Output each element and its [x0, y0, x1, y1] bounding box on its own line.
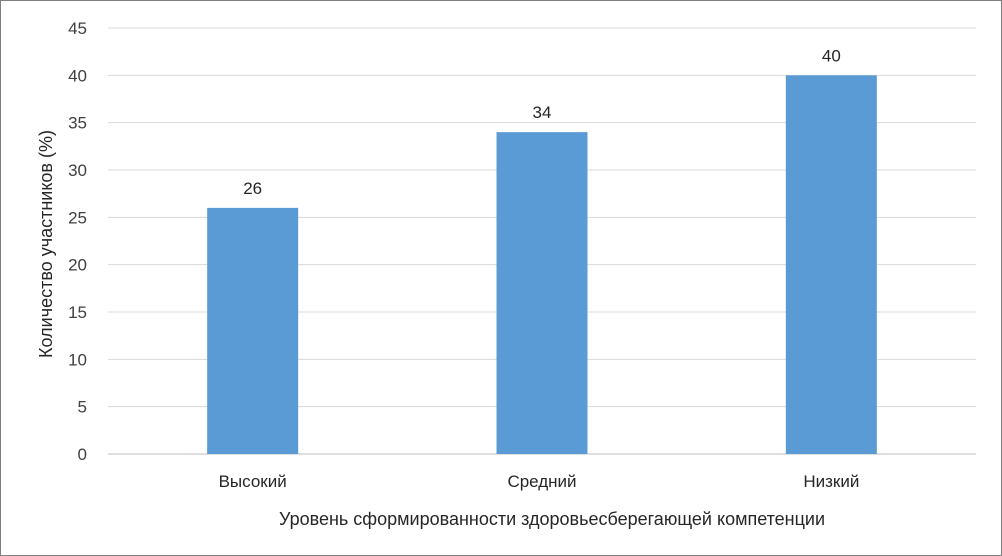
x-axis-title: Уровень сформированности здоровьесберега…	[279, 509, 825, 529]
x-axis-categories: Высокий Средний Низкий	[219, 472, 860, 491]
bar	[207, 207, 299, 454]
y-axis-title: Количество участников (%)	[36, 130, 56, 358]
y-tick-label: 20	[68, 256, 87, 275]
bar	[496, 132, 588, 454]
y-tick-label: 15	[68, 303, 87, 322]
x-category-label: Высокий	[219, 472, 287, 491]
y-tick-label: 35	[68, 114, 87, 133]
y-tick-label: 40	[68, 66, 87, 85]
y-axis-ticks: 0 5 10 15 20 25 30 35 40 45	[68, 19, 87, 464]
y-tick-label: 10	[68, 350, 87, 369]
y-tick-label: 30	[68, 161, 87, 180]
bars	[207, 75, 877, 454]
data-label: 40	[822, 46, 841, 65]
data-label: 26	[243, 179, 262, 198]
y-tick-label: 0	[78, 445, 87, 464]
x-category-label: Средний	[507, 472, 576, 491]
data-label: 34	[533, 103, 552, 122]
bar	[785, 75, 877, 454]
x-category-label: Низкий	[803, 472, 859, 491]
y-tick-label: 25	[68, 208, 87, 227]
data-labels: 26 34 40	[243, 46, 841, 198]
y-tick-label: 5	[78, 398, 87, 417]
y-tick-label: 45	[68, 19, 87, 38]
